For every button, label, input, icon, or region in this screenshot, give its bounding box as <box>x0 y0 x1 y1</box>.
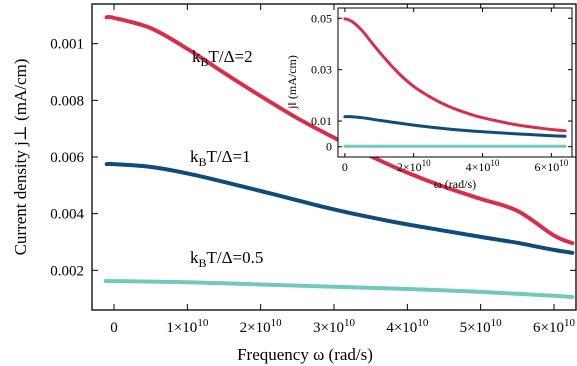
main-x-tick-label-5: 5×1010 <box>460 317 502 336</box>
main-series-label-kT1: kBT/Δ=1 <box>190 147 251 169</box>
inset-series-line-0 <box>343 17 567 133</box>
inset-y-tick-label-3: 0.05 <box>311 11 332 25</box>
inset-chart: 0 2×1010 4×1010 6×1010 0 0.01 0.03 0.05 ω (rad/… <box>285 7 573 191</box>
inset-series-line-1 <box>343 115 567 138</box>
inset-y-tick-label-2: 0.03 <box>311 63 332 77</box>
main-x-tick-label-1: 1×1010 <box>166 317 208 336</box>
main-x-tick-label-0: 0 <box>110 320 118 336</box>
main-series-line-1 <box>104 161 575 255</box>
main-y-tick-label-0: 0.002 <box>50 263 84 279</box>
main-y-tick-label-1: 0.004 <box>50 207 84 223</box>
main-series-label-kT05: kBT/Δ=0.5 <box>190 248 263 270</box>
inset-plot-background <box>337 7 573 158</box>
main-y-tick-label-2: 0.006 <box>50 150 84 166</box>
inset-ticks: 0 2×1010 4×1010 6×1010 0 0.01 0.03 0.05 <box>311 8 572 174</box>
main-x-tick-label-4: 4×1010 <box>386 317 428 336</box>
inset-y-axis-label: j‖ (mA/cm) <box>285 55 299 110</box>
main-x-tick-label-6: 6×1010 <box>533 317 575 336</box>
main-chart: 0 1×1010 2×1010 3×1010 4×1010 5×1010 6×1010 0.0… <box>11 3 577 364</box>
main-series-line-0 <box>104 14 575 246</box>
inset-x-axis-label: ω (rad/s) <box>434 177 476 191</box>
main-series-label-kT2: kBT/Δ=2 <box>192 47 253 69</box>
main-y-axis-label: Current density j⊥ (mA/cm) <box>11 59 30 256</box>
main-ticks: 0 1×1010 2×1010 3×1010 4×1010 5×1010 6×1010 0.0… <box>50 4 576 336</box>
main-x-axis-label: Frequency ω (rad/s) <box>237 345 373 364</box>
inset-x-tick-label-2: 4×1010 <box>466 158 500 174</box>
inset-y-tick-label-0: 0 <box>326 140 332 154</box>
main-y-tick-label-3: 0.008 <box>50 93 84 109</box>
inset-x-tick-label-3: 6×1010 <box>534 158 568 174</box>
inset-x-tick-label-1: 2×1010 <box>397 158 431 174</box>
main-y-tick-label-4: 0.001 <box>50 37 84 53</box>
main-x-tick-label-3: 3×1010 <box>313 317 355 336</box>
main-x-tick-label-2: 2×1010 <box>240 317 282 336</box>
inset-x-tick-label-0: 0 <box>342 160 348 174</box>
inset-y-tick-label-1: 0.01 <box>311 114 332 128</box>
main-series-line-2 <box>103 278 575 299</box>
inset-series <box>343 17 567 148</box>
main-series <box>103 14 575 299</box>
